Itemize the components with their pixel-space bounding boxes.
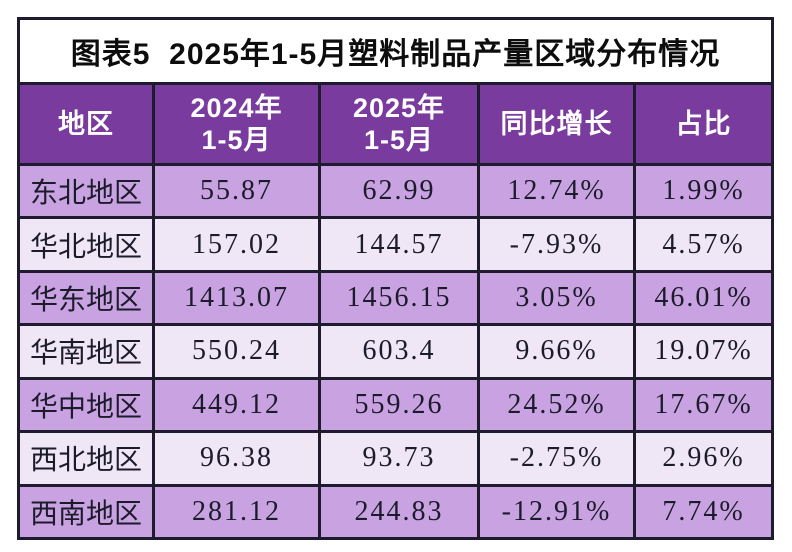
table-row: 华东地区 1413.07 1456.15 3.05% 46.01% <box>17 269 775 327</box>
value-cell: 17.67% <box>632 376 775 434</box>
column-header-2: 2025年 1-5月 <box>318 82 480 166</box>
value-cell: 144.57 <box>318 216 480 273</box>
value-cell: 96.38 <box>152 430 321 487</box>
title-row: 图表5 2025年1-5月塑料制品产量区域分布情况 <box>16 17 775 85</box>
region-cell: 华东地区 <box>17 269 155 327</box>
value-cell: 55.87 <box>152 162 321 220</box>
column-header-3: 同比增长 <box>477 82 636 166</box>
value-cell: -2.75% <box>477 430 636 487</box>
value-cell: 46.01% <box>632 269 775 327</box>
table-row: 华南地区 550.24 603.4 9.66% 19.07% <box>17 323 775 380</box>
table-row: 华北地区 157.02 144.57 -7.93% 4.57% <box>17 216 775 273</box>
region-cell: 华南地区 <box>17 323 155 380</box>
value-cell: 62.99 <box>318 162 480 220</box>
figure-title: 图表5 2025年1-5月塑料制品产量区域分布情况 <box>16 17 775 85</box>
value-cell: 559.26 <box>318 376 480 434</box>
value-cell: 2.96% <box>632 430 775 487</box>
value-cell: 550.24 <box>152 323 321 380</box>
region-cell: 西南地区 <box>17 483 155 541</box>
region-cell: 西北地区 <box>17 430 155 487</box>
value-cell: 19.07% <box>632 323 775 380</box>
column-header-1: 2024年 1-5月 <box>152 82 321 166</box>
value-cell: -7.93% <box>477 216 636 273</box>
value-cell: 93.73 <box>318 430 480 487</box>
table-row: 东北地区 55.87 62.99 12.74% 1.99% <box>17 162 775 220</box>
value-cell: 12.74% <box>477 162 636 220</box>
region-cell: 华中地区 <box>17 376 155 434</box>
header-row: 地区 2024年 1-5月 2025年 1-5月 同比增长 占比 <box>17 82 775 166</box>
value-cell: 244.83 <box>318 483 480 541</box>
value-cell: 449.12 <box>152 376 321 434</box>
region-cell: 东北地区 <box>17 162 155 220</box>
value-cell: -12.91% <box>477 483 636 541</box>
value-cell: 603.4 <box>318 323 480 380</box>
value-cell: 281.12 <box>152 483 321 541</box>
value-cell: 3.05% <box>477 269 636 327</box>
region-cell: 华北地区 <box>17 216 155 273</box>
value-cell: 4.57% <box>632 216 775 273</box>
value-cell: 1413.07 <box>152 269 321 327</box>
figure-container: 图表5 2025年1-5月塑料制品产量区域分布情况 地区 2024年 1-5月 20… <box>16 17 775 541</box>
column-header-0: 地区 <box>17 82 155 166</box>
value-cell: 1.99% <box>632 162 775 220</box>
value-cell: 7.74% <box>632 483 775 541</box>
column-header-4: 占比 <box>632 82 775 166</box>
table-row: 华中地区 449.12 559.26 24.52% 17.67% <box>17 376 775 434</box>
table-row: 西北地区 96.38 93.73 -2.75% 2.96% <box>17 430 775 487</box>
table-row: 西南地区 281.12 244.83 -12.91% 7.74% <box>17 483 775 541</box>
region-distribution-table: 图表5 2025年1-5月塑料制品产量区域分布情况 地区 2024年 1-5月 20… <box>16 17 775 541</box>
value-cell: 24.52% <box>477 376 636 434</box>
value-cell: 1456.15 <box>318 269 480 327</box>
value-cell: 157.02 <box>152 216 321 273</box>
value-cell: 9.66% <box>477 323 636 380</box>
